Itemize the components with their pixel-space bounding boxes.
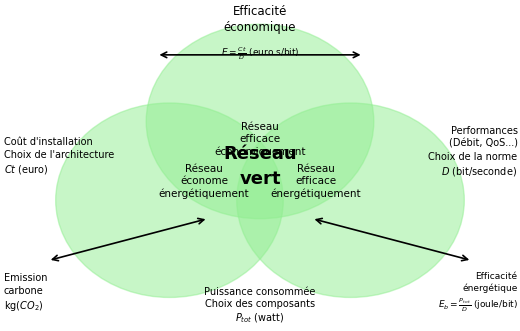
Ellipse shape [237, 103, 464, 298]
Text: Efficacité
énergétique
$E_b = \frac{P_{tot}}{D}$ (joule/bit): Efficacité énergétique $E_b = \frac{P_{t… [438, 272, 517, 314]
Text: Réseau
efficace
énergétiquement: Réseau efficace énergétiquement [271, 164, 361, 199]
Text: Performances
(Débit, QoS...)
Choix de la norme
$D$ (bit/seconde): Performances (Débit, QoS...) Choix de la… [428, 126, 517, 178]
Ellipse shape [146, 24, 374, 219]
Text: Réseau
vert: Réseau vert [223, 145, 297, 188]
Text: Réseau
efficace
économiquement: Réseau efficace économiquement [214, 122, 306, 157]
Text: Efficacité
économique: Efficacité économique [224, 5, 296, 34]
Text: Réseau
économe
énergétiquement: Réseau économe énergétiquement [159, 164, 249, 199]
Text: Coût d'installation
Choix de l'architecture
$Ct$ (euro): Coût d'installation Choix de l'architect… [4, 137, 114, 176]
Text: Emission
carbone
$\mathrm{kg}(CO_2)$: Emission carbone $\mathrm{kg}(CO_2)$ [4, 273, 47, 313]
Ellipse shape [56, 103, 283, 298]
Text: $E = \frac{Ct}{D}$ (euro.s/bit): $E = \frac{Ct}{D}$ (euro.s/bit) [220, 45, 300, 62]
Text: Puissance consommée
Choix des composants
$P_{tot}$ (watt): Puissance consommée Choix des composants… [204, 287, 316, 325]
